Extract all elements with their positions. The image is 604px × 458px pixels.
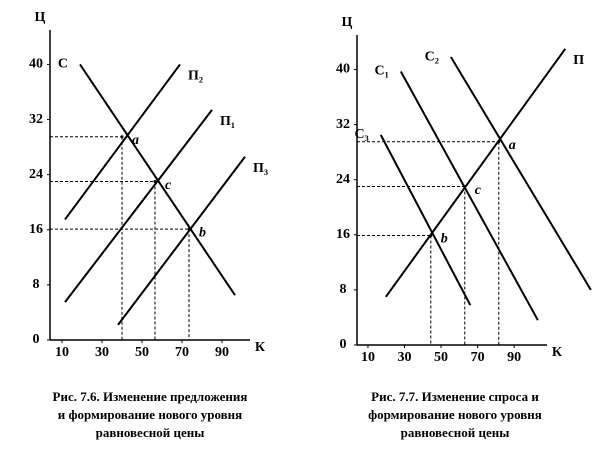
line-series bbox=[64, 109, 213, 303]
point-label: a bbox=[509, 138, 516, 153]
caption: Рис. 7.6. Изменение предложения bbox=[53, 389, 248, 404]
series-label: П₃ bbox=[253, 161, 268, 176]
y-tick-label: 0 bbox=[340, 337, 347, 352]
caption: формирование нового уровня bbox=[368, 407, 542, 422]
point-label: c bbox=[165, 178, 172, 193]
y-tick-label: 16 bbox=[29, 222, 43, 237]
line-series bbox=[385, 48, 567, 298]
equilibrium-point bbox=[429, 233, 433, 237]
x-tick-label: 90 bbox=[215, 345, 229, 360]
x-axis-title: К bbox=[552, 345, 563, 360]
series-label: П₁ bbox=[220, 114, 235, 129]
line-series bbox=[399, 71, 539, 321]
x-tick-label: 30 bbox=[398, 350, 412, 365]
equilibrium-point bbox=[463, 185, 467, 189]
equilibrium-point bbox=[187, 227, 191, 231]
y-tick-label: 32 bbox=[29, 112, 43, 127]
y-tick-label: 8 bbox=[340, 282, 347, 297]
series-label: П₂ bbox=[188, 69, 203, 84]
x-tick-label: 10 bbox=[361, 350, 375, 365]
series-label: С₃ bbox=[354, 127, 368, 142]
line-series bbox=[379, 134, 472, 306]
y-tick-label: 40 bbox=[336, 62, 350, 77]
x-tick-label: 70 bbox=[471, 350, 485, 365]
point-label: b bbox=[199, 225, 206, 240]
y-tick-label: 8 bbox=[33, 277, 40, 292]
x-tick-label: 10 bbox=[55, 345, 69, 360]
point-label: b bbox=[441, 232, 448, 247]
y-tick-label: 32 bbox=[336, 117, 350, 132]
x-axis-title: К bbox=[255, 340, 266, 355]
equilibrium-point bbox=[120, 135, 124, 139]
y-axis-title: Ц bbox=[35, 10, 46, 25]
x-tick-label: 90 bbox=[507, 350, 521, 365]
caption: равновесной цены bbox=[96, 425, 205, 440]
caption: Рис. 7.7. Изменение спроса и bbox=[371, 389, 539, 404]
point-label: a bbox=[132, 133, 139, 148]
y-tick-label: 40 bbox=[29, 57, 43, 72]
line-series bbox=[450, 56, 592, 291]
x-tick-label: 50 bbox=[135, 345, 149, 360]
series-label: С₁ bbox=[375, 64, 389, 79]
line-series bbox=[117, 156, 246, 326]
series-label: С bbox=[58, 57, 68, 72]
caption: равновесной цены bbox=[401, 425, 510, 440]
point-label: c bbox=[475, 183, 482, 198]
x-tick-label: 30 bbox=[95, 345, 109, 360]
series-label: С₂ bbox=[425, 49, 439, 64]
equilibrium-point bbox=[497, 140, 501, 144]
y-tick-label: 16 bbox=[336, 227, 350, 242]
caption: и формирование нового уровня bbox=[58, 407, 242, 422]
x-tick-label: 50 bbox=[434, 350, 448, 365]
y-tick-label: 24 bbox=[29, 167, 43, 182]
y-tick-label: 0 bbox=[33, 332, 40, 347]
equilibrium-point bbox=[153, 180, 157, 184]
y-tick-label: 24 bbox=[336, 172, 350, 187]
x-tick-label: 70 bbox=[175, 345, 189, 360]
y-axis-title: Ц bbox=[342, 15, 353, 30]
series-label: П bbox=[573, 53, 584, 68]
